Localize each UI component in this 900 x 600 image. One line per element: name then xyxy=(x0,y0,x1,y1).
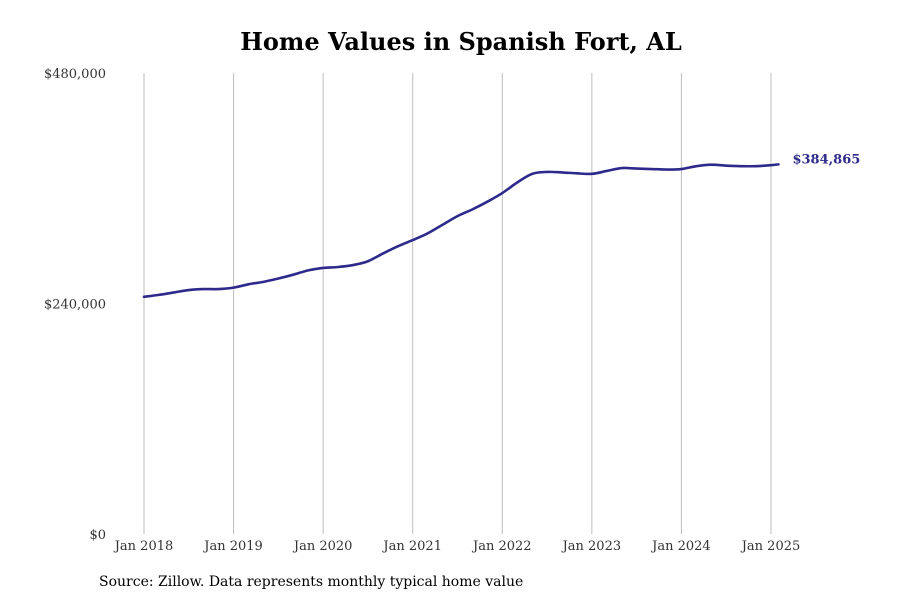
x-tick-label: Jan 2024 xyxy=(650,539,711,554)
x-tick-label: Jan 2025 xyxy=(740,539,801,554)
x-tick-label: Jan 2021 xyxy=(381,539,442,554)
source-note: Source: Zillow. Data represents monthly … xyxy=(99,574,524,590)
x-tick-label: Jan 2019 xyxy=(202,539,263,554)
end-value-label: $384,865 xyxy=(792,152,860,167)
x-tick-label: Jan 2018 xyxy=(113,539,174,554)
x-tick-label: Jan 2020 xyxy=(292,539,353,554)
y-tick-label: $0 xyxy=(89,528,106,543)
series-line xyxy=(142,163,780,299)
x-tick-label: Jan 2022 xyxy=(471,539,532,554)
chart-title: Home Values in Spanish Fort, AL xyxy=(240,27,682,56)
y-tick-label: $240,000 xyxy=(44,298,106,313)
y-tick-label: $480,000 xyxy=(44,67,106,82)
x-tick-label: Jan 2023 xyxy=(561,539,622,554)
